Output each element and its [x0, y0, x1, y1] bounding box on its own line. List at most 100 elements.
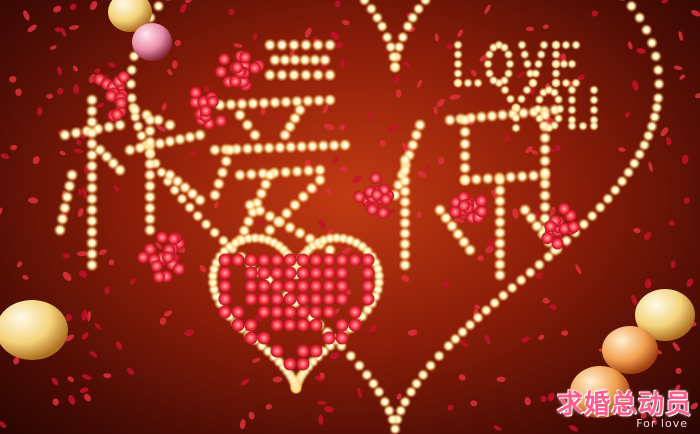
candle-light [384, 40, 397, 53]
rose [335, 292, 349, 306]
rose-petal [485, 246, 494, 253]
candle-light [533, 258, 546, 271]
candle-light [248, 128, 262, 142]
balloon [570, 366, 630, 418]
rose-petal [323, 123, 335, 130]
candle-light [493, 184, 507, 198]
candle-light [475, 110, 488, 124]
rose-petal [660, 127, 669, 137]
candle-light [458, 173, 472, 187]
rose-petal [10, 144, 18, 151]
candle-light [287, 38, 301, 52]
candle-light [275, 68, 289, 82]
rose [322, 305, 336, 319]
rose-petal [561, 330, 569, 336]
candle-light [143, 135, 157, 149]
candle-light [625, 0, 638, 13]
rose-petal [512, 208, 519, 219]
candle-light [589, 85, 599, 95]
candle-light [633, 148, 646, 161]
rose-petal [433, 106, 438, 115]
rose [167, 232, 180, 245]
candle-light [301, 94, 315, 108]
rose-petal [395, 89, 402, 98]
rose [283, 305, 297, 319]
rose [348, 318, 362, 332]
candle-light [85, 225, 99, 239]
candle-light [424, 359, 437, 372]
rose-petal [341, 247, 352, 255]
rose [457, 199, 470, 212]
candle-light [561, 78, 571, 88]
candle-light [398, 216, 412, 230]
candle-light [398, 227, 412, 240]
rose-petal [113, 185, 120, 192]
small-heart-roses [206, 231, 386, 395]
candle-light [263, 68, 277, 82]
candle-light [257, 96, 271, 110]
candle-light [555, 104, 565, 114]
candle-light [484, 68, 495, 79]
rose-petal [156, 125, 166, 132]
rose [370, 188, 383, 201]
rose-petal [672, 342, 680, 352]
rose-petal [555, 144, 561, 152]
rose [215, 65, 228, 78]
candle-light [567, 85, 577, 95]
candle-light [58, 201, 72, 215]
rose [257, 253, 271, 267]
candle-light [524, 266, 537, 279]
rose-petal [325, 187, 331, 195]
rose-petal [447, 404, 454, 411]
candle-light [616, 175, 629, 188]
rose-petal [627, 41, 633, 50]
rose [558, 222, 571, 235]
rose [214, 114, 227, 127]
rose-petal [53, 5, 62, 13]
rose-petal [16, 261, 23, 268]
rose [283, 357, 297, 371]
candle-light [577, 218, 590, 231]
candle-light [280, 206, 294, 220]
rose-petal [98, 249, 107, 256]
candle-light [287, 68, 301, 82]
rose-petal [340, 58, 346, 68]
candle-light [458, 125, 472, 139]
rose [309, 279, 323, 293]
rose [218, 305, 232, 319]
rose-petal [228, 8, 235, 16]
candle-light [323, 243, 337, 257]
candle-light [295, 140, 309, 154]
candle-light [413, 118, 427, 132]
rose-petal [691, 10, 700, 17]
rose-petal [82, 187, 87, 199]
rose-petal [330, 352, 339, 360]
candle-light [601, 192, 614, 205]
candle-light [628, 157, 641, 170]
rose [335, 279, 349, 293]
rose-petal [666, 136, 672, 146]
rose-petal [542, 297, 550, 304]
candle-light [176, 192, 189, 205]
rose-petal [78, 188, 82, 195]
candle-light [539, 40, 549, 50]
rose-petal [239, 419, 246, 430]
candle-light [551, 59, 561, 69]
rose-petal [673, 65, 683, 71]
rose [475, 194, 488, 207]
candle-light [497, 289, 510, 302]
rose-petal [272, 376, 283, 383]
rose [137, 251, 150, 264]
rose [361, 292, 375, 306]
rose-petal [632, 80, 639, 91]
candle-light [519, 49, 530, 60]
rose-petal [79, 387, 89, 393]
rose [283, 266, 297, 280]
rose-petal [73, 148, 84, 153]
candle-light [123, 143, 137, 157]
candle-light [493, 194, 507, 208]
rose-petal [161, 103, 167, 111]
candle-light [143, 223, 157, 237]
candle-light [143, 201, 157, 215]
rose [270, 318, 284, 332]
